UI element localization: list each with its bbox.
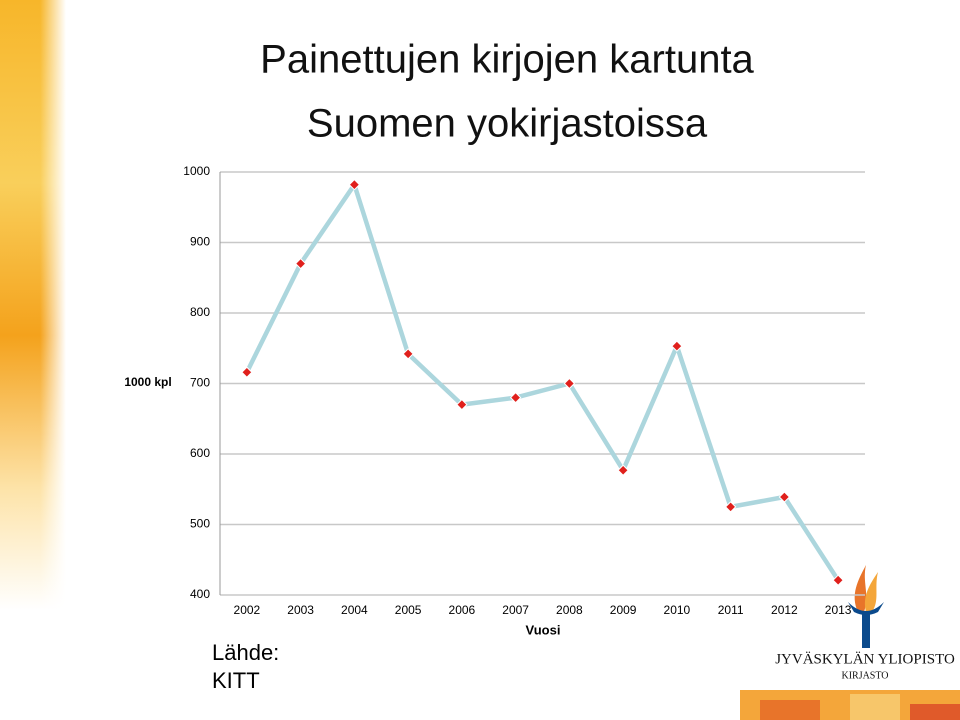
x-tick-label: 2007 bbox=[502, 603, 529, 617]
source-line: Lähde: bbox=[212, 640, 279, 665]
x-tick-label: 2009 bbox=[610, 603, 637, 617]
x-tick-label: 2013 bbox=[825, 603, 852, 617]
x-tick-label: 2012 bbox=[771, 603, 798, 617]
logo-subtext: KIRJASTO bbox=[841, 670, 888, 681]
data-marker bbox=[724, 501, 737, 513]
data-marker bbox=[294, 257, 307, 270]
x-tick-label: 2011 bbox=[718, 603, 744, 617]
y-tick-label: 800 bbox=[190, 305, 210, 319]
y-tick-label: 700 bbox=[190, 376, 210, 390]
data-marker bbox=[617, 464, 629, 476]
x-tick-label: 2005 bbox=[395, 603, 422, 617]
data-marker bbox=[563, 377, 576, 390]
data-marker bbox=[241, 366, 253, 378]
y-tick-label: 900 bbox=[190, 235, 210, 249]
x-tick-label: 2002 bbox=[234, 603, 261, 617]
logo bbox=[848, 565, 884, 648]
x-tick-label: 2006 bbox=[449, 603, 476, 617]
data-marker bbox=[509, 391, 522, 404]
data-marker bbox=[456, 398, 468, 411]
x-tick-label: 2004 bbox=[341, 603, 368, 617]
data-marker bbox=[671, 340, 683, 352]
y-tick-label: 400 bbox=[190, 587, 210, 601]
data-marker bbox=[402, 348, 414, 360]
title-line: Painettujen kirjojen kartunta bbox=[260, 38, 754, 82]
logo-text: JYVÄSKYLÄN YLIOPISTO bbox=[775, 650, 955, 667]
decor-fade bbox=[40, 0, 66, 610]
title-line: Suomen yokirjastoissa bbox=[307, 102, 708, 146]
data-marker bbox=[348, 178, 361, 191]
x-tick-label: 2008 bbox=[556, 603, 583, 617]
data-marker bbox=[832, 574, 844, 586]
y-tick-label: 600 bbox=[190, 446, 210, 460]
y-tick-label: 500 bbox=[190, 517, 210, 531]
x-tick-label: 2010 bbox=[664, 603, 691, 617]
x-tick-label: 2003 bbox=[287, 603, 314, 617]
data-marker bbox=[778, 491, 791, 503]
decor-stripes bbox=[740, 690, 960, 720]
y-axis-label: 1000 kpl bbox=[124, 375, 171, 389]
y-tick-label: 1000 bbox=[183, 164, 210, 178]
x-axis-label: Vuosi bbox=[526, 622, 561, 637]
source-line: KITT bbox=[212, 668, 260, 693]
data-line bbox=[244, 182, 841, 582]
